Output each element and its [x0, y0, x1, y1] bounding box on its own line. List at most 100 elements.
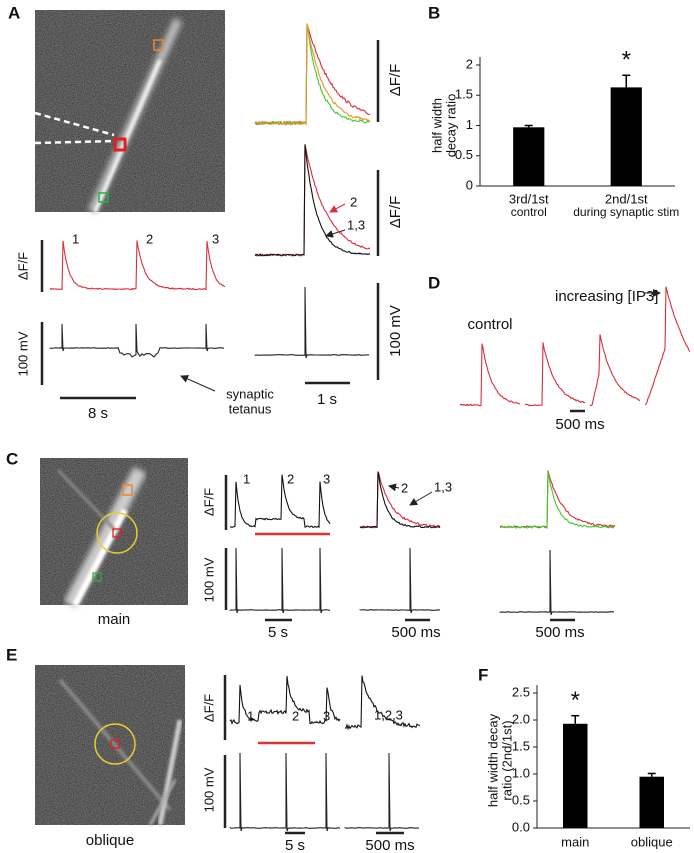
scale-label: 500 ms [555, 416, 604, 433]
trace [229, 547, 331, 614]
trace-number: 2 [287, 471, 294, 486]
x-tick-label: main [561, 834, 589, 849]
trace-number: 2 [146, 231, 153, 246]
significance: * [622, 47, 631, 74]
trace [499, 470, 616, 529]
condition-label: increasing [IP3] [555, 288, 658, 305]
bar [513, 127, 545, 186]
scale-label: 100 mV [387, 305, 404, 357]
traces [49, 23, 691, 832]
trace [359, 471, 441, 529]
x-tick-label: 3rd/1st [509, 191, 549, 206]
trace [359, 471, 441, 529]
scale-label: ΔF/F [387, 196, 404, 229]
axis-title: half width decay [485, 713, 500, 807]
trace-label: 2 [401, 480, 408, 495]
trace [644, 286, 691, 406]
trace [229, 474, 331, 529]
panel-letter: B [428, 3, 440, 22]
y-tick-label: 0.0 [512, 819, 530, 834]
trace [344, 675, 421, 731]
panel-letter: C [6, 449, 18, 468]
trace [589, 334, 641, 407]
y-tick-label: 1.5 [455, 87, 473, 102]
y-tick-label: 0.5 [512, 792, 530, 807]
arrow [180, 375, 216, 392]
scale-label: 100 mV [15, 331, 30, 376]
x-tick-sublabel: control [511, 205, 547, 219]
scale-label: 500 ms [535, 624, 584, 641]
scale-label: 5 s [285, 837, 305, 853]
panel-letter: F [478, 665, 488, 684]
micrograph [34, 10, 225, 214]
trace [254, 144, 371, 257]
y-tick-label: 0.5 [455, 147, 473, 162]
y-tick-label: 1.0 [512, 765, 530, 780]
trace-number: 1 [247, 708, 254, 723]
panel-letter: E [6, 645, 17, 664]
trace-label: 2 [350, 194, 357, 209]
y-tick-label: 0 [466, 177, 473, 192]
annotation: synaptic [226, 386, 274, 401]
panel-letter: D [428, 273, 440, 292]
y-tick-label: 2.0 [512, 711, 530, 726]
significance: * [571, 687, 580, 714]
trace [49, 323, 225, 358]
bar-chart: half width decay ratio 0 0.5 1 1.5 2 3rd/1stcon… [429, 47, 679, 220]
scale-label: 500 ms [391, 624, 440, 641]
image-caption: oblique [86, 832, 134, 849]
scale-label: 5 s [268, 624, 288, 641]
trace-number: 1 [243, 471, 250, 486]
y-tick-label: 2.5 [512, 684, 530, 699]
trace [254, 23, 371, 126]
trace-number: 1 [72, 231, 79, 246]
panel-letter: A [8, 3, 20, 22]
axis-title: ratio (2nd/1st) [499, 720, 514, 800]
bar [639, 776, 664, 828]
trace [254, 24, 371, 126]
axis-title: half width [429, 98, 444, 153]
trace-number: 3 [323, 471, 330, 486]
condition-label: control [467, 316, 512, 333]
arrow [409, 491, 433, 506]
trace-label: 1,3 [434, 479, 452, 494]
scale-label: 500 ms [365, 837, 414, 853]
trace [254, 24, 371, 127]
bar-chart: half width decay ratio (2nd/1st) 0.0 0.5 1.0… [485, 684, 690, 849]
annotation: tetanus [229, 401, 272, 416]
micrograph [40, 458, 188, 609]
y-tick-label: 2 [466, 56, 473, 71]
axis-title: decay ratio [443, 94, 458, 158]
scale-label: 8 s [88, 405, 108, 422]
y-tick-label: 1 [466, 117, 473, 132]
trace [359, 547, 441, 614]
trace [499, 470, 616, 529]
trace [254, 286, 370, 359]
x-tick-label: oblique [631, 834, 673, 849]
trace [459, 343, 520, 407]
trace [49, 240, 226, 291]
x-tick-sublabel: during synaptic stim [573, 205, 679, 219]
scale-label: 100 mV [201, 767, 216, 812]
trace-number: 3 [212, 231, 219, 246]
y-tick-label: 1.5 [512, 738, 530, 753]
trace-label: 1,3 [347, 217, 365, 232]
trace-label: 1,2,3 [374, 707, 403, 722]
scale-label: ΔF/F [15, 252, 30, 280]
image-caption: main [98, 611, 131, 628]
trace-number: 2 [292, 708, 299, 723]
micrograph [35, 665, 185, 826]
scale-label: ΔF/F [201, 694, 216, 722]
arrow [388, 483, 400, 492]
scale-label: ΔF/F [387, 64, 404, 97]
trace [229, 676, 341, 725]
scale-label: 1 s [317, 391, 337, 408]
trace [499, 549, 615, 616]
scale-label: 100 mV [201, 557, 216, 602]
trace [524, 342, 586, 407]
bar [610, 87, 642, 186]
trace [229, 752, 341, 832]
arrow [329, 203, 346, 213]
